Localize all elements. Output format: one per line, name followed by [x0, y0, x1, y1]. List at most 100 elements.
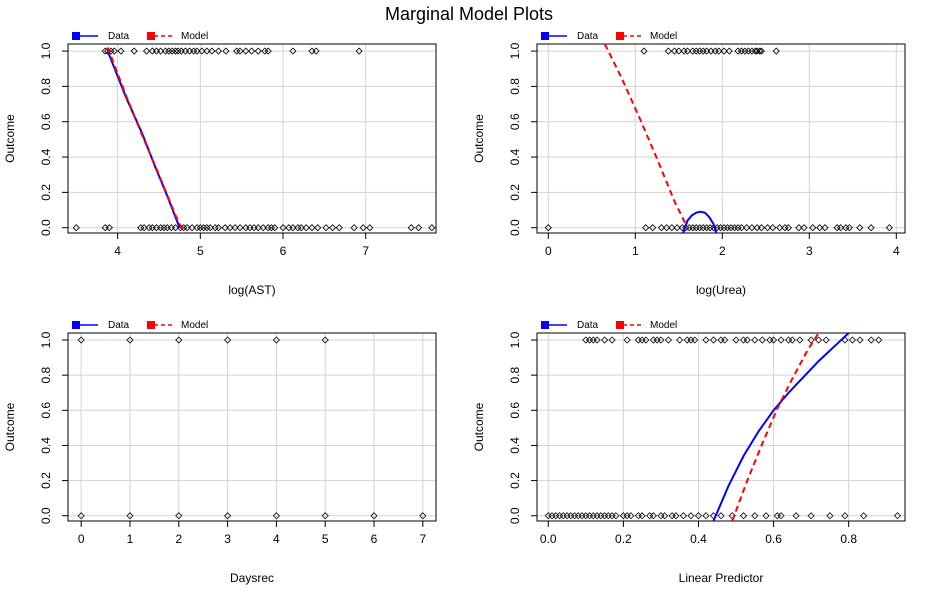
data-point — [638, 512, 646, 520]
data-point — [837, 224, 845, 232]
y-axis-label: Outcome — [472, 402, 486, 451]
data-point — [612, 512, 620, 520]
data-point — [137, 224, 145, 232]
x-tick-label: 2 — [719, 244, 726, 258]
panel-3: 0 1 2 3 4 5 6 7 0.0 0.2 0.4 0.6 0.8 1.0 Daysrec Outcome… — [3, 320, 437, 585]
data-point — [366, 224, 374, 232]
data-point — [642, 224, 650, 232]
data-point — [110, 47, 118, 55]
legend-label-model: Model — [181, 31, 208, 42]
plot-frame — [536, 43, 906, 234]
data-point — [885, 224, 893, 232]
legend: Data Model — [541, 31, 677, 42]
x-tick-label: 4 — [893, 244, 900, 258]
data-point — [702, 512, 710, 520]
data-point — [162, 47, 170, 55]
y-tick-label: 0.6 — [39, 402, 53, 419]
data-point — [171, 47, 180, 55]
y-tick-label: 0.2 — [508, 184, 522, 201]
y-axis-label: Outcome — [3, 402, 17, 451]
data-point — [175, 336, 183, 344]
panel-4: 0.0 0.2 0.4 0.6 0.8 0.0 0.2 0.4 0.6 0.8 1.0 Linear … — [472, 320, 906, 585]
data-point — [264, 224, 272, 232]
data-point — [428, 224, 436, 232]
data-point — [198, 47, 206, 55]
data-point — [770, 336, 778, 344]
data-point — [809, 224, 817, 232]
series-line-model — [603, 44, 689, 229]
y-tick-label: 0.2 — [39, 184, 53, 201]
data-point — [254, 224, 262, 232]
x-tick-label: 0 — [78, 532, 85, 546]
data-point — [743, 336, 751, 344]
data-point — [640, 47, 648, 55]
data-point — [657, 224, 665, 232]
x-tick-label: 2 — [175, 532, 182, 546]
data-point — [717, 512, 725, 520]
figure-title: Marginal Model Plots — [384, 4, 554, 24]
data-point — [816, 224, 824, 232]
x-tick-label: 1 — [632, 244, 639, 258]
data-point — [807, 512, 815, 520]
y-tick-label: 1.0 — [39, 331, 53, 348]
data-point — [302, 224, 310, 232]
data-point — [702, 336, 710, 344]
data-point — [101, 47, 109, 55]
legend-swatch-model — [616, 321, 624, 329]
x-tick-label: 3 — [224, 532, 231, 546]
x-axis-label: log(Urea) — [696, 283, 746, 297]
data-point — [254, 47, 262, 55]
data-point — [77, 336, 85, 344]
data-point — [769, 224, 777, 232]
data-point — [322, 224, 330, 232]
data-point — [675, 47, 683, 55]
y-tick-label: 0.8 — [508, 78, 522, 95]
x-tick-label: 0.4 — [690, 532, 707, 546]
data-point — [841, 512, 849, 520]
data-point — [777, 512, 785, 520]
y-axis-label: Outcome — [3, 114, 17, 163]
y-tick-label: 1.0 — [508, 331, 522, 348]
data-point — [751, 336, 759, 344]
panel-2: 0 1 2 3 4 0.0 0.2 0.4 0.6 0.8 1.0 log(Urea) Outcome D… — [472, 31, 906, 297]
data-point — [294, 224, 302, 232]
y-tick-label: 1.0 — [508, 42, 522, 59]
data-point — [211, 224, 219, 232]
data-point — [821, 224, 829, 232]
y-tick-label: 0.0 — [39, 507, 53, 524]
legend: Data Model — [72, 320, 208, 331]
series-line-model — [731, 333, 820, 521]
data-point — [608, 336, 616, 344]
data-point — [860, 512, 868, 520]
data-point — [748, 224, 756, 232]
data-point — [157, 47, 165, 55]
data-point — [248, 47, 256, 55]
x-tick-label: 6 — [371, 532, 378, 546]
data-point — [314, 224, 322, 232]
plot-frame — [67, 332, 437, 522]
data-point — [142, 47, 151, 55]
data-point — [165, 47, 173, 55]
data-point — [777, 336, 785, 344]
data-point — [683, 47, 692, 55]
data-point — [856, 336, 864, 344]
data-point — [407, 224, 415, 232]
data-point — [77, 512, 85, 520]
data-point — [206, 224, 214, 232]
x-tick-label: 0.0 — [540, 532, 557, 546]
legend-swatch-data — [72, 321, 80, 329]
data-point — [297, 224, 305, 232]
x-axis-label: log(AST) — [228, 283, 275, 297]
data-point — [720, 47, 728, 55]
data-point — [370, 512, 378, 520]
data-point — [126, 512, 134, 520]
data-point — [193, 224, 201, 232]
data-point — [673, 224, 681, 232]
data-point — [788, 336, 796, 344]
y-tick-label: 0.0 — [508, 219, 522, 236]
legend-label-data: Data — [108, 320, 130, 331]
data-point — [272, 336, 280, 344]
data-point — [848, 336, 856, 344]
data-point — [224, 512, 232, 520]
